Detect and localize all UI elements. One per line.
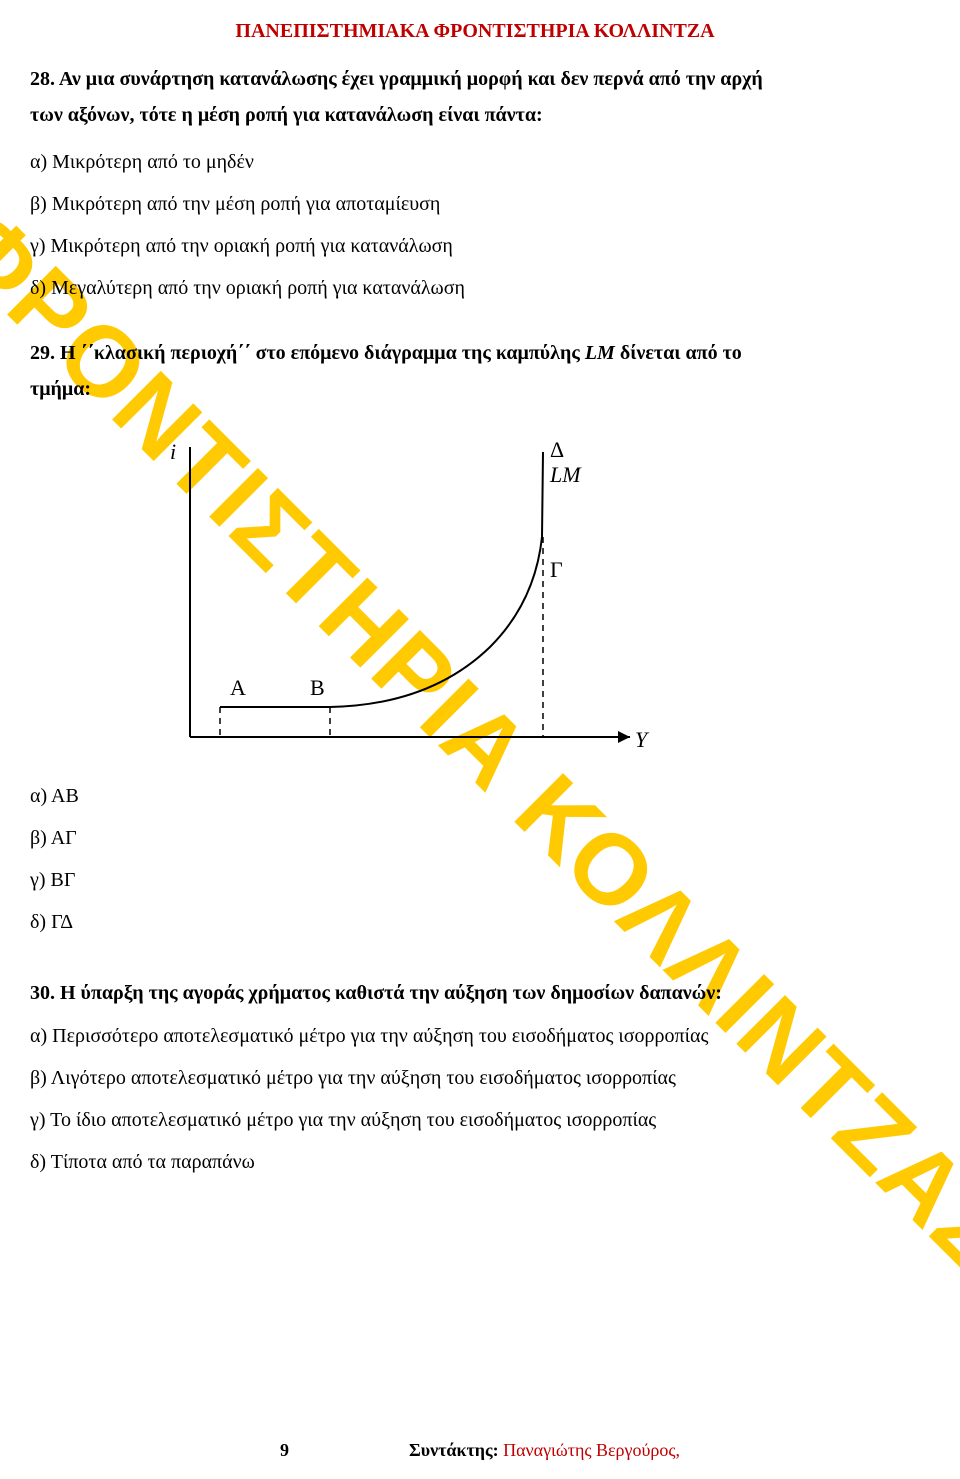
q30-option-d: δ) Τίποτα από τα παραπάνω: [30, 1143, 920, 1181]
q30-option-b: β) Λιγότερο αποτελεσματικό μέτρο για την…: [30, 1059, 920, 1097]
q30-stem: 30. Η ύπαρξη της αγοράς χρήματος καθιστά…: [30, 975, 920, 1011]
q29-stem-post: δίνεται από το: [620, 342, 742, 364]
q28-option-b: β) Μικρότερη από την μέση ροπή για αποτα…: [30, 185, 920, 223]
q29-option-c: γ) ΒΓ: [30, 861, 920, 899]
q28-option-d: δ) Μεγαλύτερη από την οριακή ροπή για κα…: [30, 269, 920, 307]
lm-diagram: i Y Δ LM Γ Α Β: [130, 417, 650, 797]
q28-option-a: α) Μικρότερη από το μηδέν: [30, 143, 920, 181]
author-name: Παναγιώτης Βεργούρος,: [503, 1440, 680, 1460]
axis-label-i: i: [170, 439, 176, 464]
q29-lm-symbol: LM: [585, 342, 615, 364]
q29-stem-line2: τμήμα:: [30, 378, 91, 400]
label-LM: LM: [549, 462, 582, 487]
label-D: Δ: [550, 437, 564, 462]
axis-label-Y: Y: [635, 727, 650, 752]
page-header: ΠΑΝΕΠΙΣΤΗΜΙΑΚΑ ΦΡΟΝΤΙΣΤΗΡΙΑ ΚΟΛΛΙΝΤΖΑ: [30, 20, 920, 43]
q28-stem-line1: 28. Αν μια συνάρτηση κατανάλωσης έχει γρ…: [30, 68, 763, 90]
q29-option-d: δ) ΓΔ: [30, 903, 920, 941]
q29-stem-pre: 29. Η ΄΄κλασική περιοχή΄΄ στο επόμενο δι…: [30, 342, 585, 364]
label-A: Α: [230, 675, 246, 700]
label-B: Β: [310, 675, 325, 700]
q30-option-a: α) Περισσότερο αποτελεσματικό μέτρο για …: [30, 1017, 920, 1055]
page-footer: 9 Συντάκτης: Παναγιώτης Βεργούρος,: [0, 1440, 960, 1461]
author-label: Συντάκτης:: [409, 1440, 503, 1460]
q28-stem-line2: των αξόνων, τότε η μέση ροπή για κατανάλ…: [30, 104, 543, 126]
q29-option-b: β) ΑΓ: [30, 819, 920, 857]
page-number: 9: [280, 1440, 289, 1461]
label-G: Γ: [550, 557, 563, 582]
q30-option-c: γ) Το ίδιο αποτελεσματικό μέτρο για την …: [30, 1101, 920, 1139]
q28-option-c: γ) Μικρότερη από την οριακή ροπή για κατ…: [30, 227, 920, 265]
